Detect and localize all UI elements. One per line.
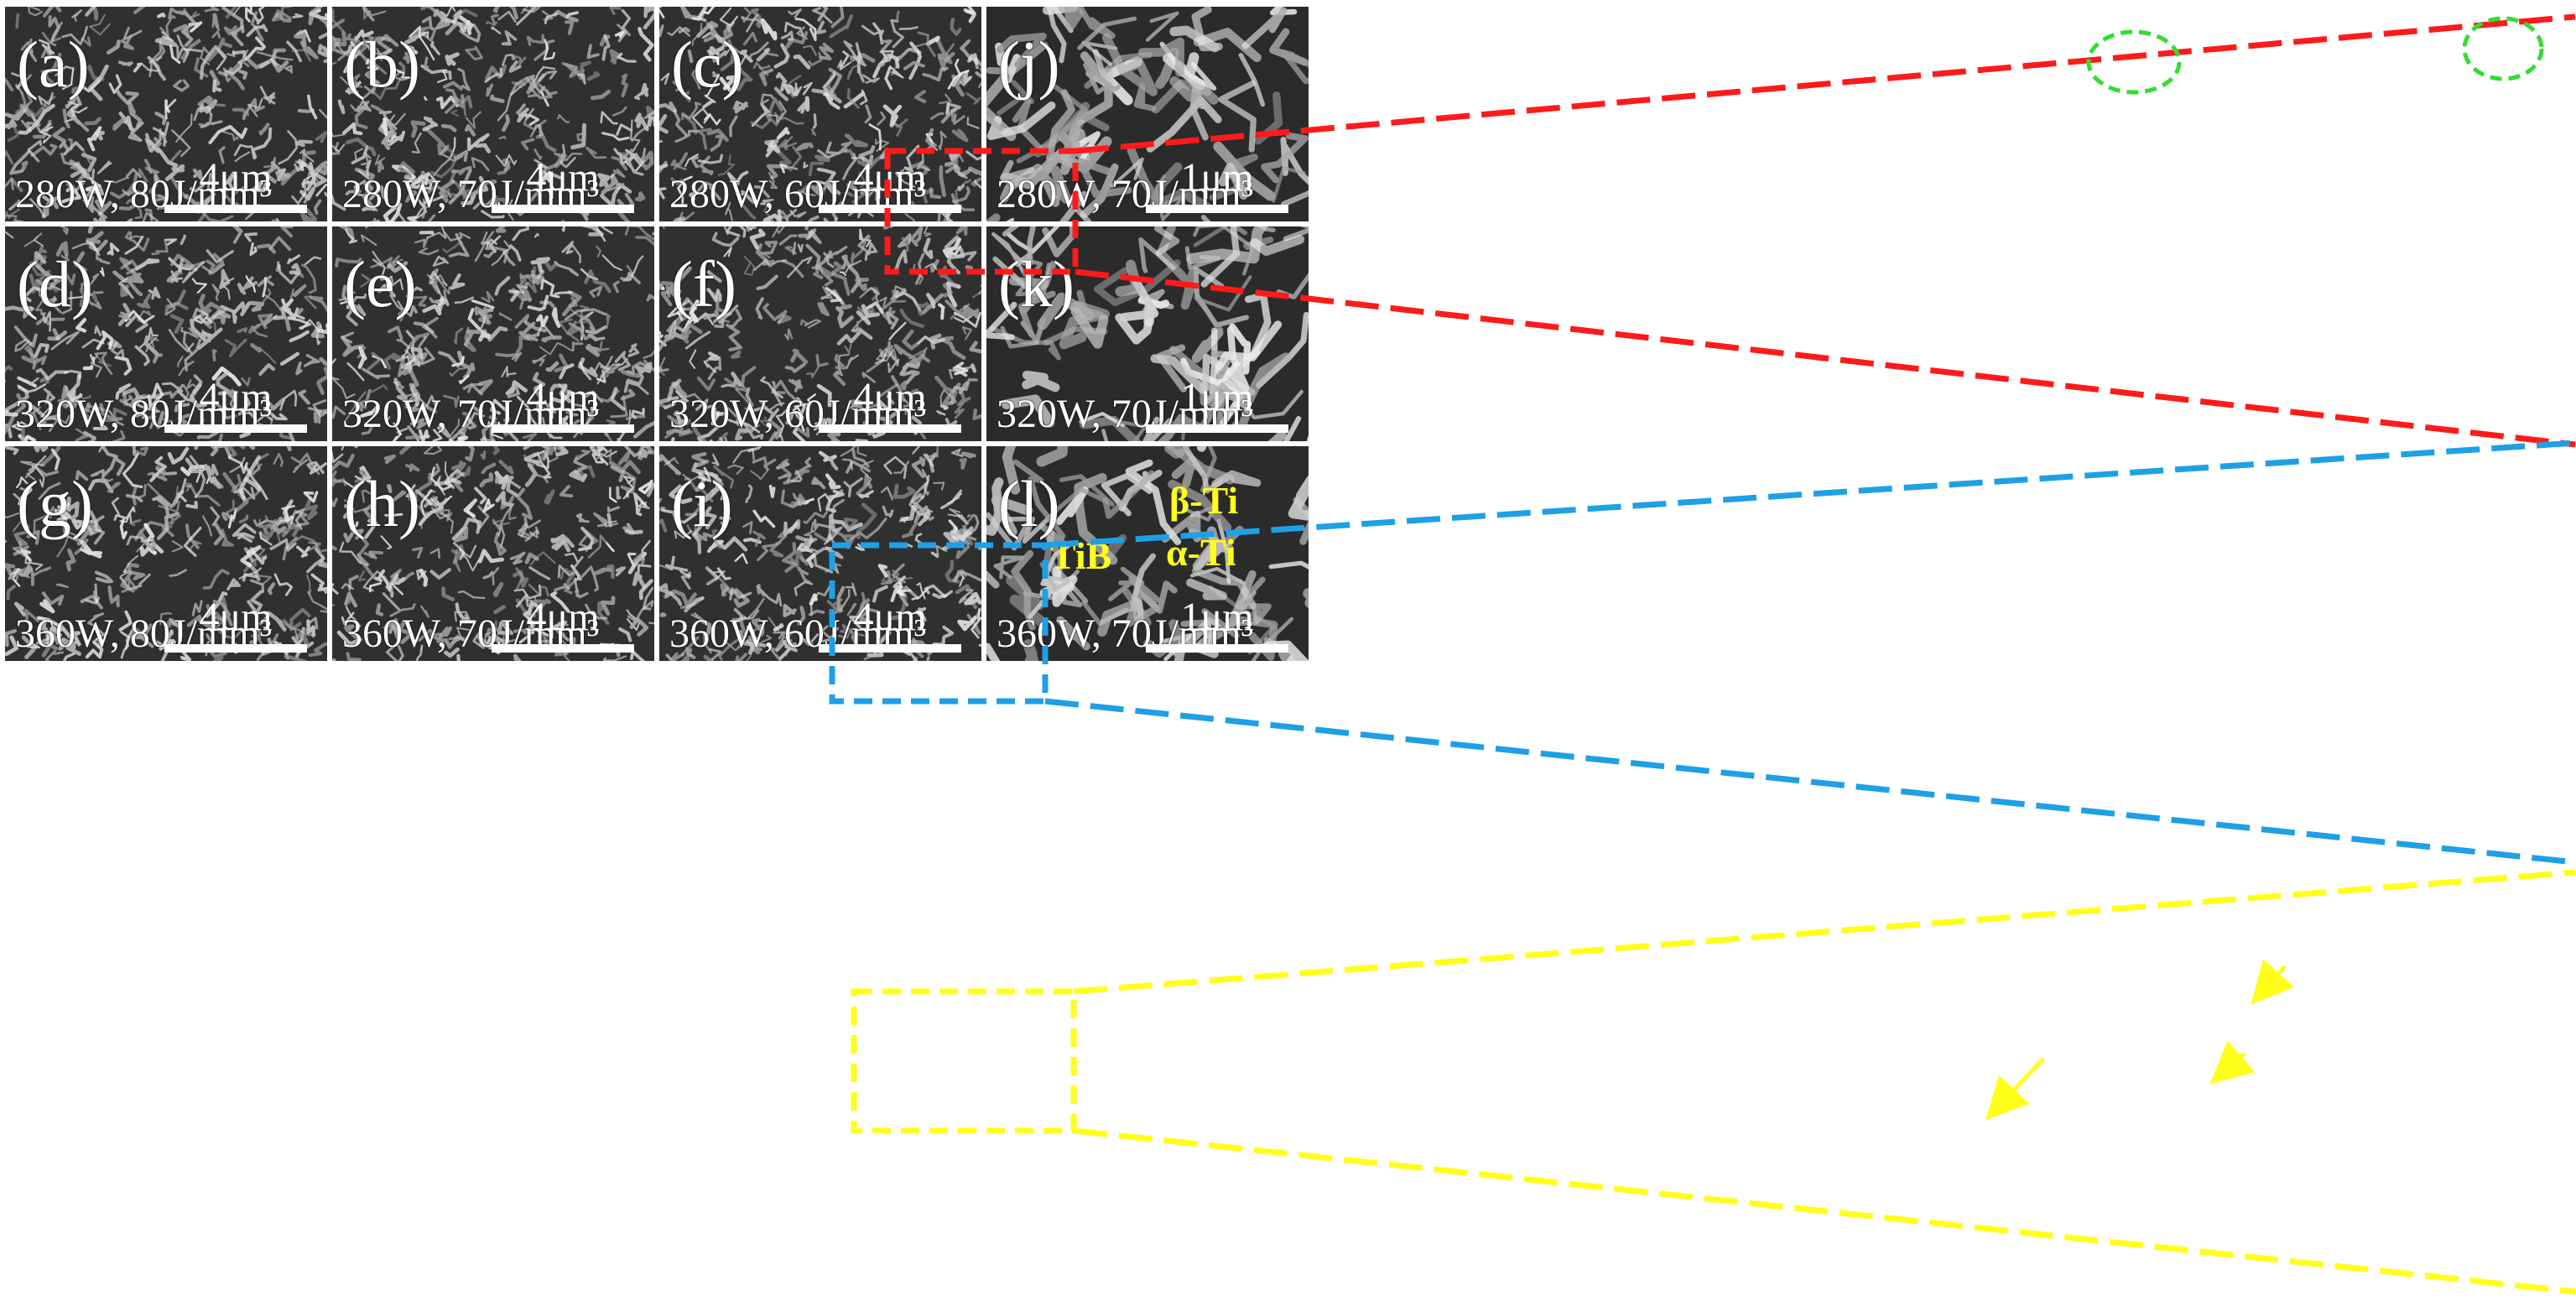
scale-bar-label: 4μm — [853, 155, 927, 200]
panel-label: (k) — [998, 247, 1075, 320]
panel-label: (d) — [17, 247, 93, 320]
scale-bar: 4μm — [819, 158, 961, 213]
panel-g: (g) 360W, 80J/mm³ 4μm — [5, 446, 327, 661]
arrow-beta-ti — [2251, 959, 2295, 1005]
panel-label: (h) — [344, 467, 420, 540]
panel-d: (d) 320W, 80J/mm³ 4μm — [5, 226, 327, 441]
panel-a: (a) 280W, 80J/mm³ 4μm — [5, 7, 327, 221]
panel-label: (i) — [671, 467, 733, 540]
scale-bar-label: 4μm — [526, 595, 600, 639]
micrograph-texture — [332, 7, 654, 221]
scale-bar: 4μm — [164, 158, 307, 213]
panel-label: (b) — [344, 28, 420, 101]
annotation-alpha-ti: α-Ti — [1166, 531, 1236, 574]
panel-j: (j) 280W, 70J/mm³ 1μm — [986, 7, 1309, 221]
panel-label: (l) — [998, 467, 1060, 540]
scale-bar: 4μm — [819, 597, 961, 653]
panel-i: (i) 360W, 60J/mm³ 4μm — [659, 446, 981, 661]
scale-bar-label: 4μm — [526, 155, 600, 200]
panel-label: (c) — [671, 28, 744, 101]
scale-bar-label: 1μm — [1180, 595, 1254, 639]
scale-bar-label: 4μm — [853, 375, 927, 419]
panel-l: (l) 360W, 70J/mm³ 1μm TiB β-Ti α-Ti — [986, 446, 1309, 661]
panel-label: (a) — [17, 28, 90, 101]
scale-bar: 1μm — [1146, 597, 1288, 653]
annotation-beta-ti: β-Ti — [1169, 479, 1239, 522]
scale-bar-label: 4μm — [199, 595, 273, 639]
panel-b: (b) 280W, 70J/mm³ 4μm — [332, 7, 654, 221]
panel-k: (k) 320W, 70J/mm³ 1μm — [986, 226, 1309, 441]
scale-bar-label: 4μm — [526, 375, 600, 419]
scale-bar: 4μm — [492, 158, 634, 213]
highlight-circle-left — [2086, 29, 2182, 95]
micrograph-texture — [5, 226, 327, 441]
arrow-tib — [1985, 1057, 2045, 1121]
scale-bar: 4μm — [492, 597, 634, 653]
scale-bar-label: 1μm — [1180, 375, 1254, 419]
zoom-region-h — [851, 869, 2576, 1295]
panel-label: (j) — [998, 28, 1060, 101]
panel-f: (f) 320W, 60J/mm³ 4μm — [659, 226, 981, 441]
micrograph-texture — [332, 226, 654, 441]
scale-bar-label: 4μm — [199, 375, 273, 419]
scale-bar-label: 4μm — [853, 595, 927, 639]
micrograph-texture — [5, 7, 327, 221]
highlight-circle-right — [2462, 16, 2544, 81]
scale-bar: 1μm — [1146, 158, 1288, 213]
scale-bar: 1μm — [1146, 377, 1288, 433]
panel-c: (c) 280W, 60J/mm³ 4μm — [659, 7, 981, 221]
scale-bar: 4μm — [164, 377, 307, 433]
scale-bar-label: 4μm — [199, 155, 273, 200]
scale-bar: 4μm — [164, 597, 307, 653]
panel-label: (f) — [671, 247, 736, 320]
scale-bar: 4μm — [492, 377, 634, 433]
scale-bar-label: 1μm — [1180, 155, 1254, 200]
panel-label: (g) — [17, 467, 93, 540]
panel-h: (h) 360W, 70J/mm³ 4μm — [332, 446, 654, 661]
scale-bar: 4μm — [819, 377, 961, 433]
panel-label: (e) — [344, 247, 417, 320]
annotation-tib: TiB — [1050, 534, 1112, 577]
arrow-alpha-ti — [2209, 1040, 2256, 1085]
panel-e: (e) 320W, 70J/mm³ 4μm — [332, 226, 654, 441]
